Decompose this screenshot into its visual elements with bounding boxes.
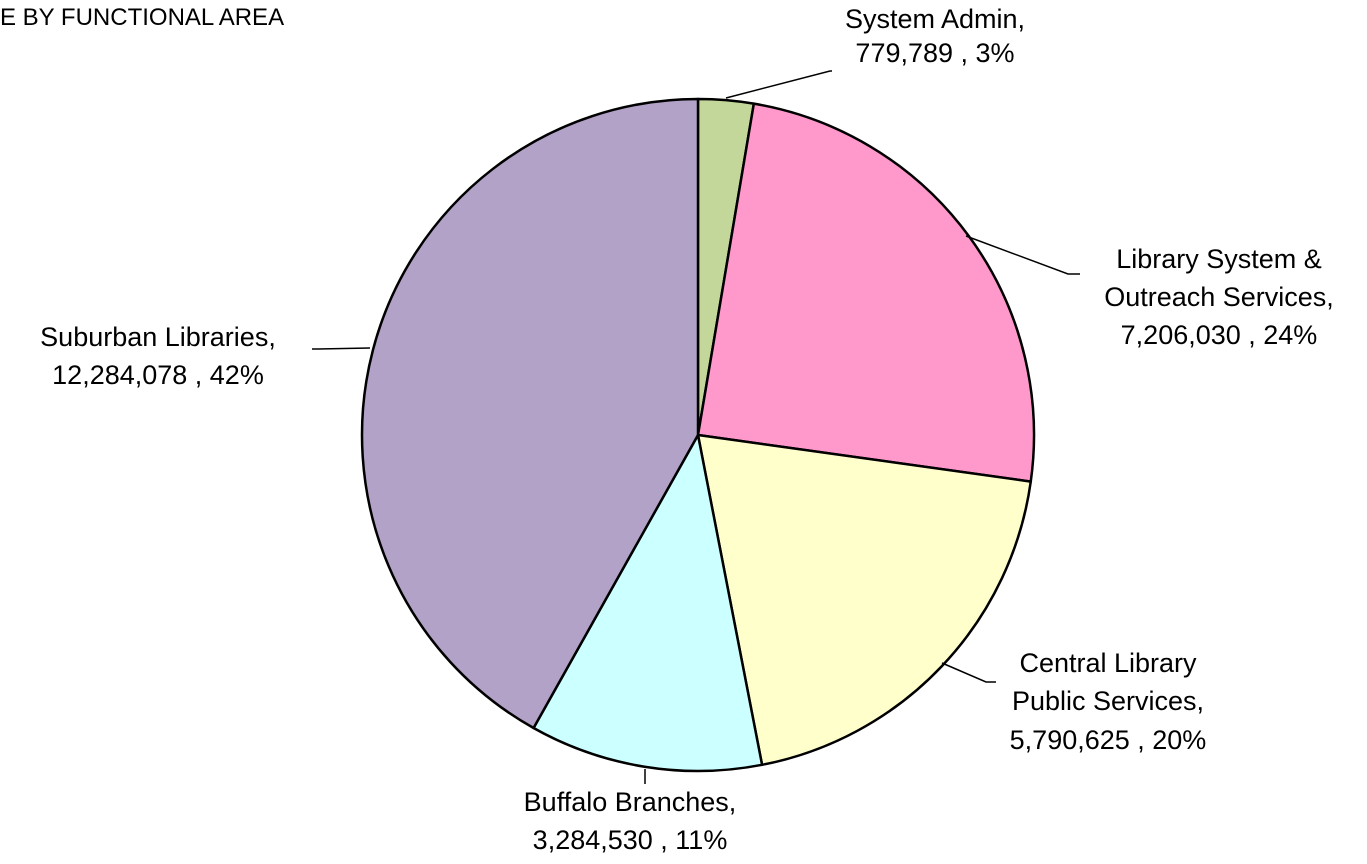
- slice-label: Outreach Services,: [1104, 282, 1334, 312]
- slice-label: System Admin,: [845, 4, 1025, 34]
- slice-label: 7,206,030 , 24%: [1121, 320, 1318, 350]
- leader-line: [725, 70, 832, 99]
- slice-label: Suburban Libraries,: [40, 322, 276, 352]
- pie-slice: [360, 97, 700, 730]
- pie-slice: [696, 102, 1036, 483]
- slice-label: 779,789 , 3%: [855, 38, 1014, 68]
- slice-label: 12,284,078 , 42%: [52, 360, 264, 390]
- pie-slices: [360, 97, 1036, 773]
- slice-label: 3,284,530 , 11%: [533, 825, 728, 855]
- slice-label: Central Library: [1019, 648, 1197, 678]
- slice-label: Buffalo Branches,: [524, 787, 737, 817]
- pie-slice: [532, 433, 764, 773]
- leader-lines: [312, 70, 1080, 784]
- leader-line: [941, 662, 996, 683]
- slice-label: 5,790,625 , 20%: [1010, 725, 1207, 755]
- leader-line: [965, 235, 1080, 275]
- pie-slice: [696, 433, 1033, 767]
- slice-label: Library System &: [1116, 244, 1322, 274]
- chart-title: E BY FUNCTIONAL AREA: [0, 4, 285, 31]
- leader-line: [312, 347, 371, 350]
- slice-label: Public Services,: [1012, 686, 1204, 716]
- slice-labels: System Admin, 779,789 , 3% Library System …: [40, 4, 1334, 855]
